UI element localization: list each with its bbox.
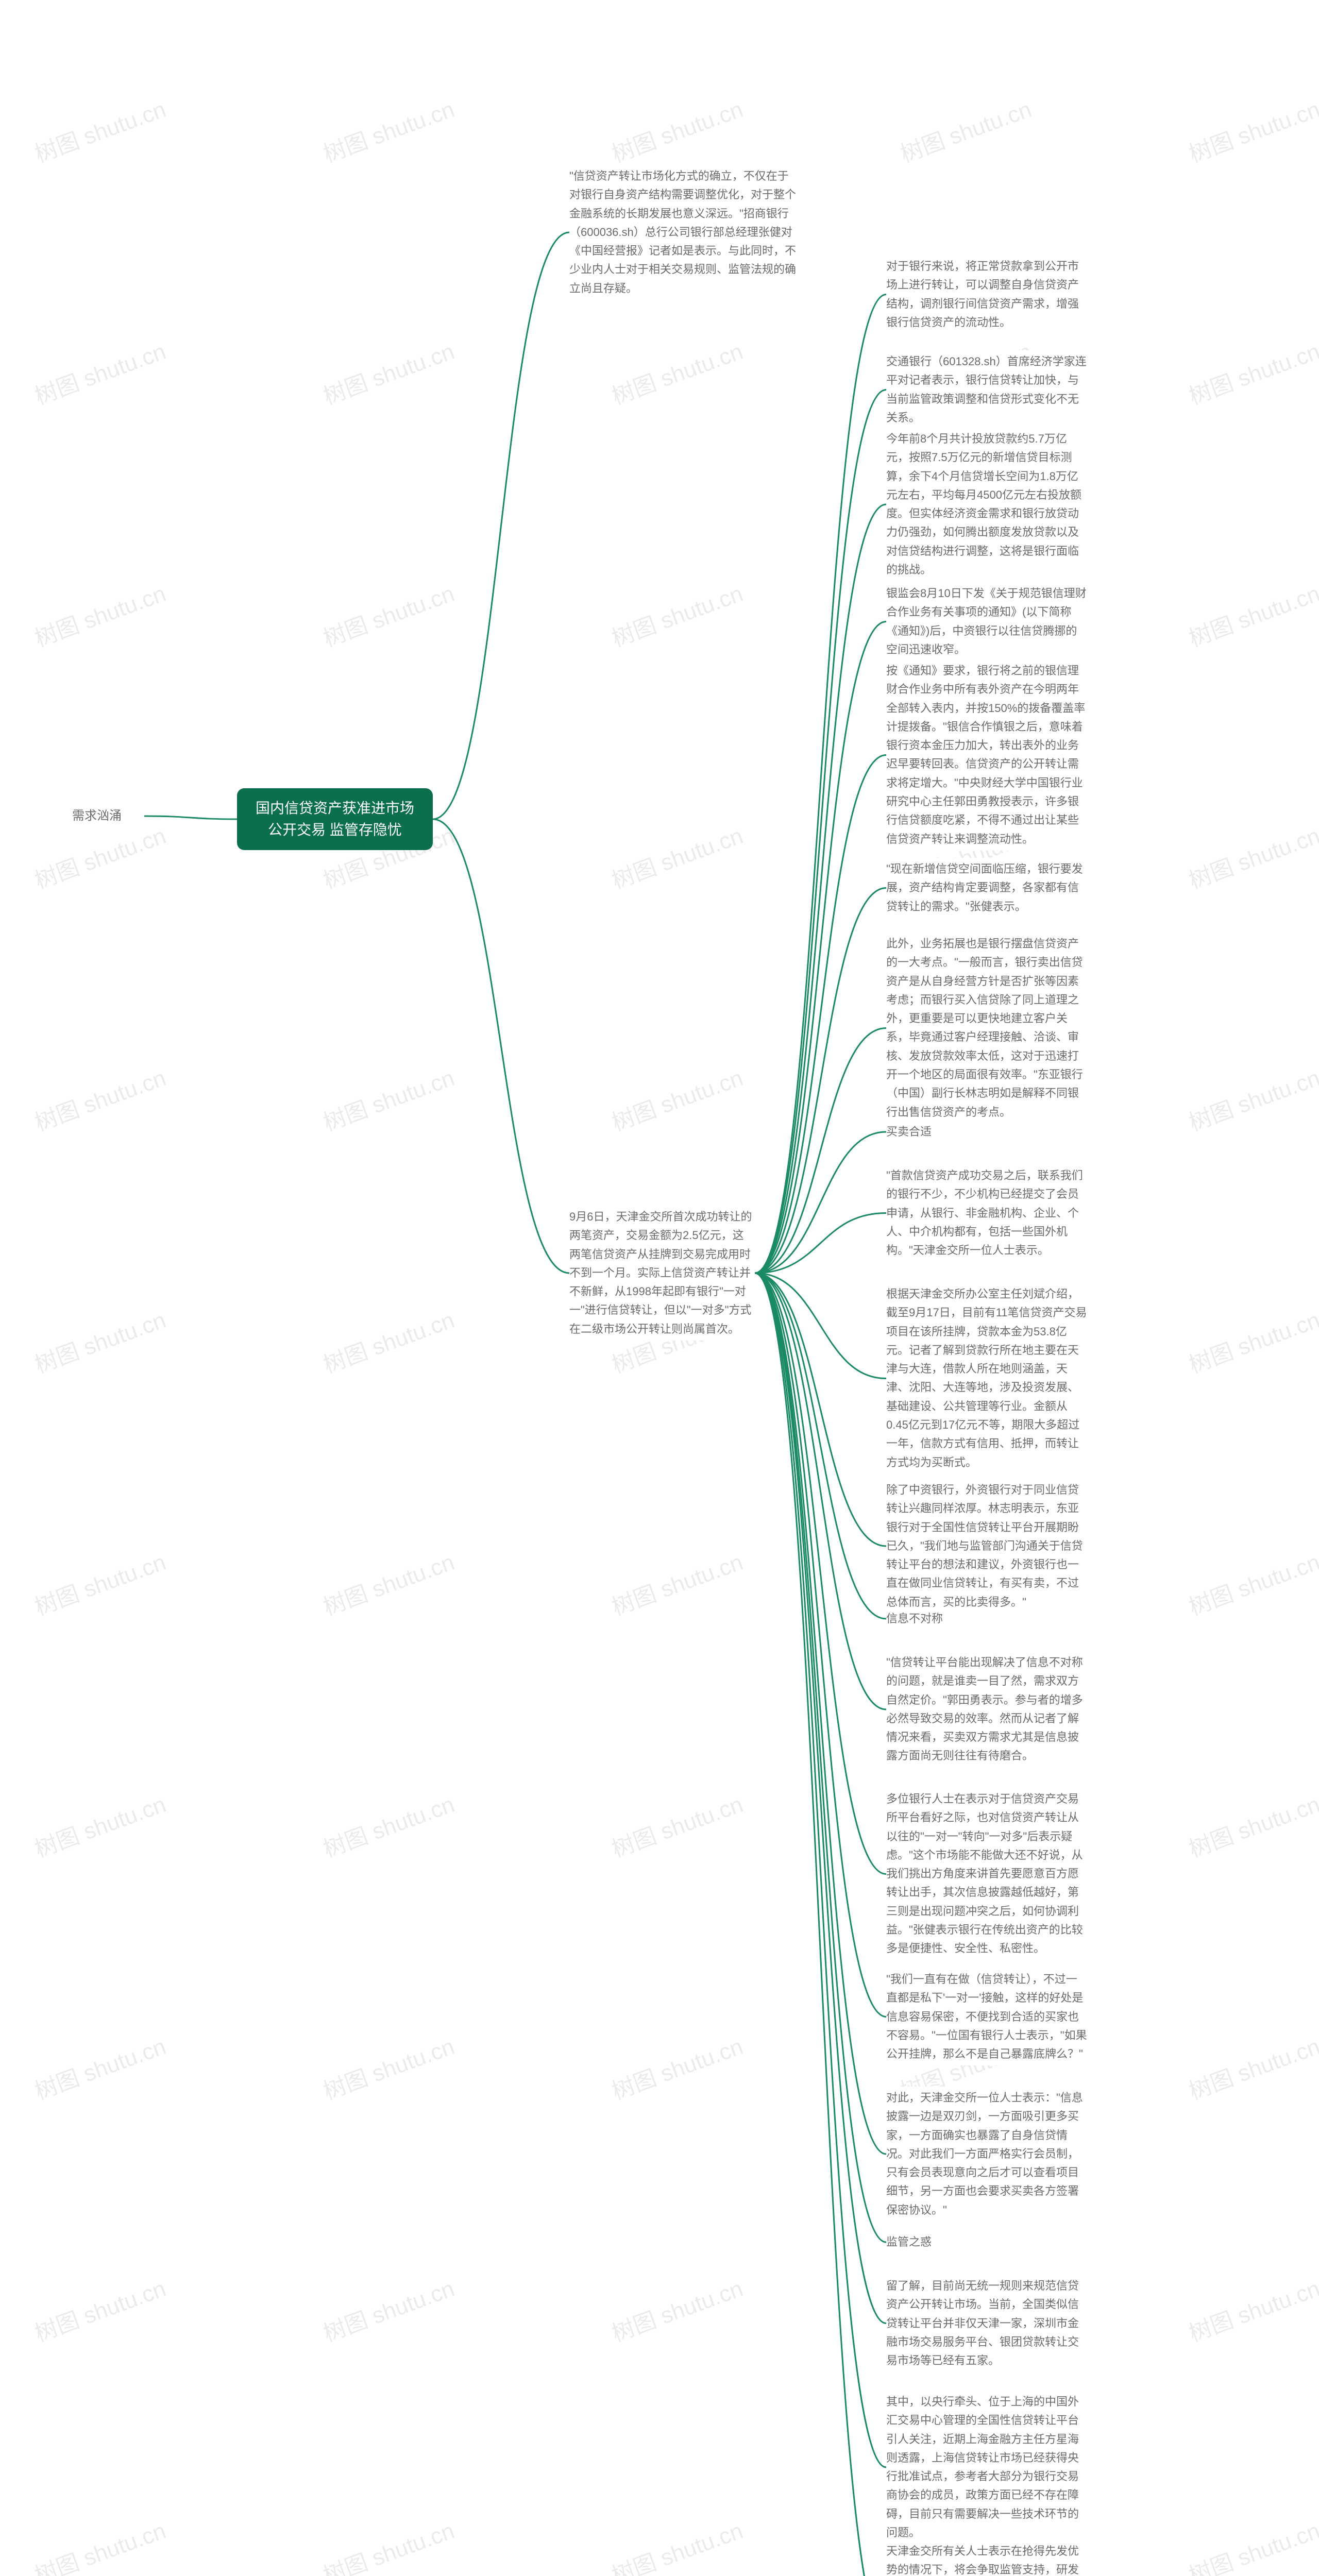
watermark-text: 树图 shutu.cn (606, 1059, 747, 1137)
leaf-node-8[interactable]: 买卖合适 (886, 1121, 1087, 1143)
watermark-text: 树图 shutu.cn (895, 91, 1035, 168)
leaf-node-10[interactable]: 根据天津金交所办公室主任刘斌介绍，截至9月17日，目前有11笔信贷资产交易项目在… (886, 1283, 1087, 1474)
watermark-text: 树图 shutu.cn (606, 2028, 747, 2106)
watermark-text: 树图 shutu.cn (318, 1544, 458, 1621)
leaf-12-text: 信息不对称 (886, 1612, 943, 1625)
leaf-18-text: 留了解，目前尚无统一规则来规范信贷资产公开转让市场。当前，全国类似信贷转让平台并… (886, 2279, 1079, 2367)
watermark-text: 树图 shutu.cn (29, 333, 170, 411)
watermark-text: 树图 shutu.cn (29, 2270, 170, 2348)
leaf-11-text: 除了中资银行，外资银行对于同业信贷转让兴趣同样浓厚。林志明表示，东亚银行对于全国… (886, 1483, 1083, 1608)
watermark-text: 树图 shutu.cn (1183, 1059, 1319, 1137)
watermark-text: 树图 shutu.cn (318, 1301, 458, 1379)
branch-1-text: "信贷资产转让市场化方式的确立，不仅在于对银行自身资产结构需要调整优化，对于整个… (569, 170, 796, 295)
leaf-17-text: 监管之惑 (886, 2235, 932, 2248)
leaf-node-14[interactable]: 多位银行人士在表示对于信贷资产交易所平台看好之际，也对信贷资产转让从以往的"一对… (886, 1788, 1087, 1960)
leaf-node-18[interactable]: 留了解，目前尚无统一规则来规范信贷资产公开转让市场。当前，全国类似信贷转让平台并… (886, 2275, 1087, 2372)
watermark-text: 树图 shutu.cn (29, 575, 170, 653)
watermark-text: 树图 shutu.cn (29, 1544, 170, 1621)
watermark-text: 树图 shutu.cn (606, 333, 747, 411)
watermark-text: 树图 shutu.cn (606, 91, 747, 168)
branch-node-1[interactable]: "信贷资产转让市场化方式的确立，不仅在于对银行自身资产结构需要调整优化，对于整个… (569, 165, 796, 300)
leaf-node-1[interactable]: 对于银行来说，将正常贷款拿到公开市场上进行转让，可以调整自身信贷资产结构，调剂银… (886, 255, 1087, 334)
leaf-6-text: "现在新增信贷空间面临压缩，银行要发展，资产结构肯定要调整，各家都有信贷转让的需… (886, 862, 1083, 913)
leaf-3-text: 今年前8个月共计投放贷款约5.7万亿元，按照7.5万亿元的新增信贷目标测算，余下… (886, 432, 1081, 576)
leaf-node-9[interactable]: "首款信贷资产成功交易之后，联系我们的银行不少，不少机构已经提交了会员申请，从银… (886, 1164, 1087, 1262)
watermark-text: 树图 shutu.cn (318, 91, 458, 168)
leaf-20-text: 天津金交所有关人士表示在抢得先发优势的情况下，将会争取监管支持，研发标准化产品。… (886, 2545, 1083, 2576)
leaf-13-text: "信贷转让平台能出现解决了信息不对称的问题，就是谁卖一目了然，需求双方自然定价。… (886, 1656, 1083, 1762)
watermark-text: 树图 shutu.cn (318, 2512, 458, 2576)
watermark-text: 树图 shutu.cn (29, 1059, 170, 1137)
leaf-node-20[interactable]: 天津金交所有关人士表示在抢得先发优势的情况下，将会争取监管支持，研发标准化产品。… (886, 2540, 1087, 2576)
side-label: 需求汹涌 (72, 809, 122, 823)
watermark-text: 树图 shutu.cn (29, 2512, 170, 2576)
branch-2-text: 9月6日，天津金交所首次成功转让的两笔资产，交易金额为2.5亿元，这两笔信贷资产… (569, 1210, 752, 1335)
leaf-node-13[interactable]: "信贷转让平台能出现解决了信息不对称的问题，就是谁卖一目了然，需求双方自然定价。… (886, 1651, 1087, 1768)
watermark-text: 树图 shutu.cn (29, 817, 170, 895)
leaf-node-3[interactable]: 今年前8个月共计投放贷款约5.7万亿元，按照7.5万亿元的新增信贷目标测算，余下… (886, 428, 1087, 581)
leaf-4-text: 银监会8月10日下发《关于规范银信理财合作业务有关事项的通知》(以下简称《通知》… (886, 587, 1087, 656)
watermark-text: 树图 shutu.cn (1183, 1786, 1319, 1863)
leaf-15-text: "我们一直有在做（信贷转让），不过一直都是私下'一对一'接触，这样的好处是信息容… (886, 1973, 1087, 2060)
leaf-14-text: 多位银行人士在表示对于信贷资产交易所平台看好之际，也对信贷资产转让从以往的"一对… (886, 1792, 1083, 1955)
leaf-node-2[interactable]: 交通银行（601328.sh）首席经济学家连平对记者表示，银行信贷转让加快，与当… (886, 350, 1087, 429)
watermark-text: 树图 shutu.cn (1183, 333, 1319, 411)
branch-node-2[interactable]: 9月6日，天津金交所首次成功转让的两笔资产，交易金额为2.5亿元，这两笔信贷资产… (569, 1206, 755, 1341)
leaf-node-19[interactable]: 其中，以央行牵头、位于上海的中国外汇交易中心管理的全国性信贷转让平台引人关注，近… (886, 2391, 1087, 2544)
side-node-demand[interactable]: 需求汹涌 (72, 804, 144, 828)
leaf-node-17[interactable]: 监管之惑 (886, 2231, 1087, 2253)
leaf-node-16[interactable]: 对此，天津金交所一位人士表示："信息披露一边是双刃剑，一方面吸引更多买家，一方面… (886, 2087, 1087, 2222)
watermark-text: 树图 shutu.cn (606, 2270, 747, 2348)
watermark-text: 树图 shutu.cn (318, 333, 458, 411)
watermark-text: 树图 shutu.cn (29, 1301, 170, 1379)
watermark-text: 树图 shutu.cn (1183, 1544, 1319, 1621)
root-node[interactable]: 国内信贷资产获准进市场公开交易 监管存隐忧 (237, 788, 433, 850)
root-label: 国内信贷资产获准进市场公开交易 监管存隐忧 (256, 800, 414, 838)
watermark-text: 树图 shutu.cn (1183, 1301, 1319, 1379)
watermark-text: 树图 shutu.cn (318, 575, 458, 653)
watermark-text: 树图 shutu.cn (1183, 575, 1319, 653)
watermark-text: 树图 shutu.cn (29, 2028, 170, 2106)
leaf-node-4[interactable]: 银监会8月10日下发《关于规范银信理财合作业务有关事项的通知》(以下简称《通知》… (886, 582, 1087, 661)
watermark-text: 树图 shutu.cn (29, 91, 170, 168)
leaf-8-text: 买卖合适 (886, 1125, 932, 1138)
leaf-19-text: 其中，以央行牵头、位于上海的中国外汇交易中心管理的全国性信贷转让平台引人关注，近… (886, 2395, 1079, 2539)
leaf-node-15[interactable]: "我们一直有在做（信贷转让），不过一直都是私下'一对一'接触，这样的好处是信息容… (886, 1968, 1087, 2065)
leaf-16-text: 对此，天津金交所一位人士表示："信息披露一边是双刃剑，一方面吸引更多买家，一方面… (886, 2091, 1083, 2216)
watermark-text: 树图 shutu.cn (318, 2028, 458, 2106)
watermark-text: 树图 shutu.cn (29, 1786, 170, 1863)
leaf-node-5[interactable]: 按《通知》要求，银行将之前的银信理财合作业务中所有表外资产在今明两年全部转入表内… (886, 659, 1087, 851)
watermark-text: 树图 shutu.cn (606, 575, 747, 653)
leaf-node-7[interactable]: 此外，业务拓展也是银行摆盘信贷资产的一大考点。"一般而言，银行卖出信贷资产是从自… (886, 933, 1087, 1124)
leaf-node-6[interactable]: "现在新增信贷空间面临压缩，银行要发展，资产结构肯定要调整，各家都有信贷转让的需… (886, 858, 1087, 918)
leaf-node-12[interactable]: 信息不对称 (886, 1607, 1087, 1630)
watermark-text: 树图 shutu.cn (1183, 2512, 1319, 2576)
watermark-text: 树图 shutu.cn (318, 2270, 458, 2348)
leaf-7-text: 此外，业务拓展也是银行摆盘信贷资产的一大考点。"一般而言，银行卖出信贷资产是从自… (886, 937, 1083, 1118)
leaf-2-text: 交通银行（601328.sh）首席经济学家连平对记者表示，银行信贷转让加快，与当… (886, 355, 1087, 424)
leaf-10-text: 根据天津金交所办公室主任刘斌介绍，截至9月17日，目前有11笔信贷资产交易项目在… (886, 1287, 1087, 1469)
watermark-text: 树图 shutu.cn (318, 1786, 458, 1863)
leaf-5-text: 按《通知》要求，银行将之前的银信理财合作业务中所有表外资产在今明两年全部转入表内… (886, 664, 1085, 845)
watermark-text: 树图 shutu.cn (1183, 2270, 1319, 2348)
leaf-9-text: "首款信贷资产成功交易之后，联系我们的银行不少，不少机构已经提交了会员申请，从银… (886, 1169, 1083, 1257)
watermark-text: 树图 shutu.cn (318, 1059, 458, 1137)
watermark-text: 树图 shutu.cn (1183, 2028, 1319, 2106)
watermark-text: 树图 shutu.cn (1183, 91, 1319, 168)
watermark-text: 树图 shutu.cn (606, 1786, 747, 1863)
watermark-text: 树图 shutu.cn (606, 817, 747, 895)
watermark-text: 树图 shutu.cn (606, 2512, 747, 2576)
leaf-1-text: 对于银行来说，将正常贷款拿到公开市场上进行转让，可以调整自身信贷资产结构，调剂银… (886, 260, 1079, 329)
leaf-node-11[interactable]: 除了中资银行，外资银行对于同业信贷转让兴趣同样浓厚。林志明表示，东亚银行对于全国… (886, 1479, 1087, 1614)
watermark-text: 树图 shutu.cn (1183, 817, 1319, 895)
watermark-text: 树图 shutu.cn (606, 1544, 747, 1621)
